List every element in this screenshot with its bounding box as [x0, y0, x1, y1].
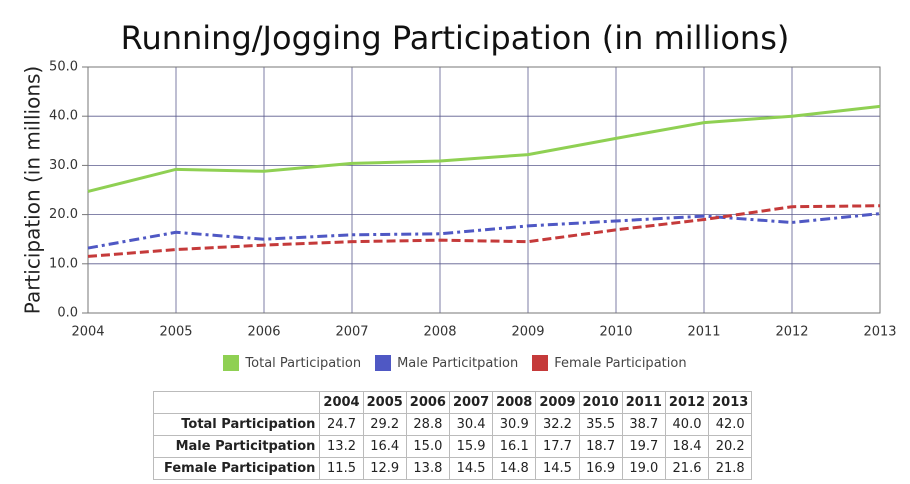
x-tick-label: 2004 — [71, 325, 104, 340]
x-tick-label: 2008 — [423, 325, 456, 340]
data-table: 2004 2005 2006 2007 2008 2009 2010 2011 2012 2013… — [152, 391, 753, 480]
table-header-row: 2004 2005 2006 2007 2008 2009 2010 2011 2012 2013 — [152, 391, 753, 414]
table-cell: 16.4 — [362, 435, 407, 458]
y-tick-label: 30.0 — [49, 158, 78, 173]
table-cell: 35.5 — [578, 413, 623, 436]
legend-item: Total Participation — [223, 355, 361, 371]
legend-label: Male Particitpation — [397, 355, 519, 371]
table-cell: 42.0 — [708, 413, 753, 436]
table-cell: 30.9 — [492, 413, 537, 436]
table-header: 2009 — [535, 391, 580, 414]
x-tick-label: 2012 — [775, 325, 808, 340]
table-cell: 18.4 — [664, 435, 710, 458]
table-cell: 40.0 — [664, 413, 710, 436]
y-tick-label: 10.0 — [49, 256, 78, 271]
x-tick-label: 2009 — [511, 325, 544, 340]
table-header: 2006 — [405, 391, 450, 414]
x-tick-label: 2010 — [599, 325, 632, 340]
table-cell: 14.8 — [492, 457, 537, 480]
series-line — [87, 204, 881, 258]
x-tick-label: 2005 — [159, 325, 192, 340]
series-line — [87, 104, 881, 193]
table-cell: 12.9 — [362, 457, 407, 480]
y-tick-label: 50.0 — [49, 60, 78, 75]
table-cell: 18.7 — [578, 435, 623, 458]
table-cell: 29.2 — [362, 413, 407, 436]
plot-border — [87, 66, 881, 314]
table-cell: 28.8 — [405, 413, 450, 436]
table-cell: 14.5 — [448, 457, 494, 480]
legend-swatch — [223, 355, 240, 371]
table-header: 2012 — [664, 391, 710, 414]
legend-item: Female Participation — [532, 355, 687, 371]
legend: Total Participation Male Particitpation Fe… — [0, 355, 910, 371]
table-cell: 16.9 — [578, 457, 623, 480]
table-cell: 15.0 — [405, 435, 450, 458]
table-row: Female Participation 11.5 12.9 13.8 14.5 14.8… — [152, 457, 753, 480]
table-row: Total Participation 24.7 29.2 28.8 30.4 30.9 3… — [152, 413, 753, 436]
series-line — [87, 212, 881, 250]
table-cell: 38.7 — [621, 413, 666, 436]
legend-swatch — [375, 355, 392, 371]
y-tick-label: 0.0 — [57, 306, 78, 321]
legend-label: Total Participation — [245, 355, 362, 371]
table-cell: 13.2 — [319, 435, 364, 458]
table-header: 2005 — [362, 391, 407, 414]
table-cell: 21.6 — [664, 457, 710, 480]
y-tick-label: 20.0 — [49, 207, 78, 222]
legend-swatch — [532, 355, 549, 371]
table-header: 2010 — [578, 391, 623, 414]
table-header: 2013 — [708, 391, 753, 414]
table-cell: 21.8 — [708, 457, 753, 480]
table-cell: 17.7 — [535, 435, 580, 458]
table-header: 2007 — [448, 391, 494, 414]
x-tick-label: 2007 — [335, 325, 368, 340]
table-cell: 30.4 — [448, 413, 494, 436]
chart: Running/Jogging Participation (in millio… — [21, 19, 897, 340]
table-header: 2004 — [319, 391, 364, 414]
table-cell: 16.1 — [492, 435, 537, 458]
legend-label: Female Participation — [554, 355, 687, 371]
y-axis-label: Participation (in millions) — [21, 66, 45, 314]
table-cell: 20.2 — [708, 435, 753, 458]
table-cell: 19.0 — [621, 457, 666, 480]
table-cell: 11.5 — [319, 457, 364, 480]
table-row: Male Particitpation 13.2 16.4 15.0 15.9 16.1 1… — [152, 435, 753, 458]
table-cell: 19.7 — [621, 435, 666, 458]
chart-title: Running/Jogging Participation (in millio… — [121, 19, 790, 57]
table-cell: 13.8 — [405, 457, 450, 480]
table-corner — [152, 391, 321, 414]
table-cell: 24.7 — [319, 413, 364, 436]
table-cell: 15.9 — [448, 435, 494, 458]
x-tick-label: 2006 — [247, 325, 280, 340]
table-header: 2008 — [492, 391, 537, 414]
table-row-header: Total Participation — [152, 413, 321, 436]
y-tick-label: 40.0 — [49, 109, 78, 124]
legend-item: Male Particitpation — [375, 355, 518, 371]
table-header: 2011 — [621, 391, 666, 414]
table-row-header: Female Participation — [152, 457, 321, 480]
table-cell: 32.2 — [535, 413, 580, 436]
table-row-header: Male Particitpation — [152, 435, 321, 458]
x-tick-label: 2011 — [687, 325, 720, 340]
table-cell: 14.5 — [535, 457, 580, 480]
x-tick-label: 2013 — [863, 325, 896, 340]
